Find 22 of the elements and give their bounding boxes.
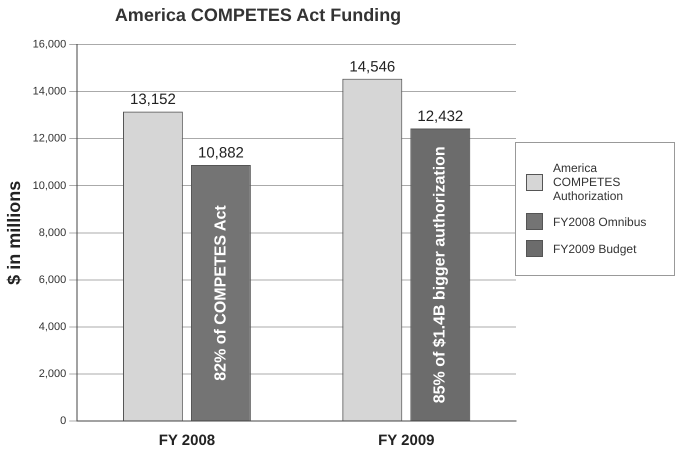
y-tick-label: 8,000: [38, 226, 66, 239]
data-label: 14,546: [349, 58, 396, 76]
chart-title: America COMPETES Act Funding: [114, 4, 402, 25]
y-axis-title: $ in millions: [4, 180, 24, 285]
legend-label: FY2008 Omnibus: [553, 214, 646, 229]
y-tick-label: 14,000: [32, 86, 66, 98]
y-tick-label: 6,000: [38, 274, 66, 286]
x-tick-label: FY 2008: [158, 432, 216, 450]
y-tick-label: 10,000: [32, 180, 66, 192]
annotation: 82% of COMPETES Act: [212, 204, 230, 381]
legend-label: FY2009 Budget: [553, 242, 636, 256]
x-tick-label: FY 2009: [378, 432, 435, 450]
y-tick-label: 0: [60, 415, 66, 428]
data-label: 13,152: [130, 91, 176, 108]
data-label: 12,432: [417, 108, 464, 126]
annotation: 85% of $1.4B bigger authorization: [432, 146, 449, 404]
y-tick-label: 4,000: [38, 320, 66, 333]
y-tick-label: 2,000: [38, 368, 66, 380]
data-label: 10,882: [198, 144, 244, 162]
legend-label: America COMPETES Authorization: [553, 161, 624, 204]
y-tick-label: 16,000: [32, 38, 66, 51]
y-tick-label: 12,000: [32, 132, 66, 145]
